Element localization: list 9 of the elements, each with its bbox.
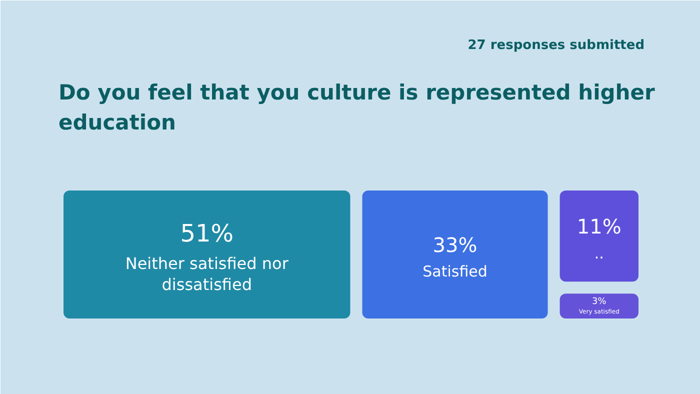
data-label: 51%: [180, 220, 234, 248]
category-label: Neither satisfied nor dissatisfied: [125, 254, 289, 294]
data-label: 11%: [576, 214, 622, 238]
text: Do you feel that you culture is represented higher education: [58, 80, 656, 134]
category-label: Satisfied: [422, 262, 488, 280]
text: 27 responses submitted: [468, 38, 645, 53]
category-label: ..: [594, 244, 604, 263]
data-label: 3%: [592, 297, 607, 308]
data-label: 33%: [432, 232, 478, 257]
